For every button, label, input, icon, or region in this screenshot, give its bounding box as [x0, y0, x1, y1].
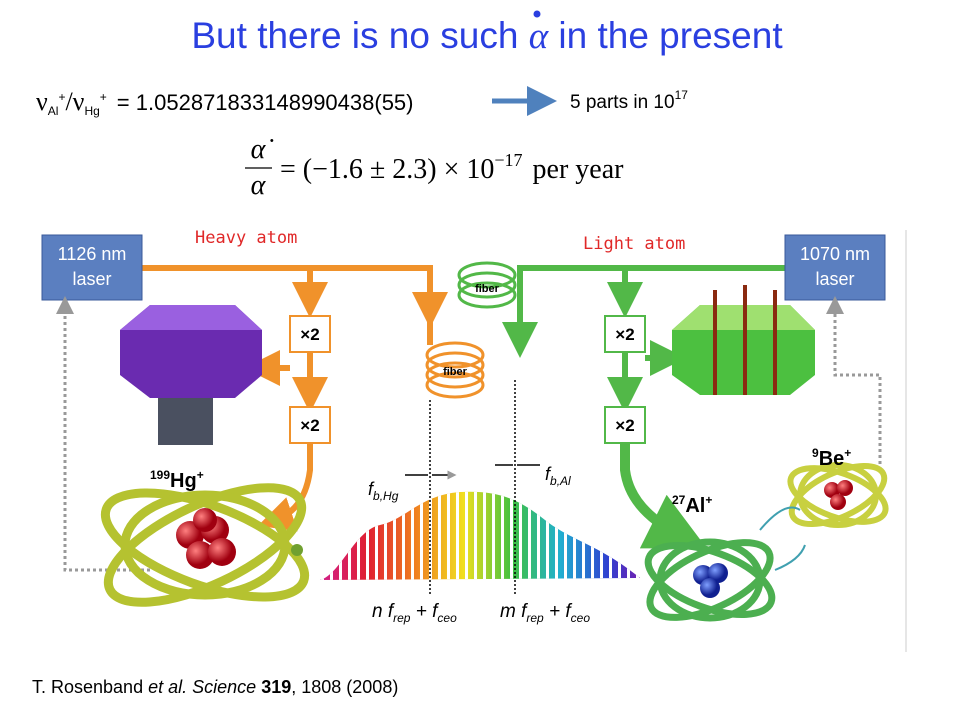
- citation: T. Rosenband et al. Science 319, 1808 (2…: [32, 677, 398, 697]
- heavy-label: Heavy atom: [195, 228, 297, 248]
- symbol: Hg: [170, 470, 197, 492]
- comb-markers: [405, 380, 540, 595]
- fb-hg: fb,Hg: [368, 479, 399, 503]
- comb-n: n frep + fceo: [372, 601, 457, 627]
- term: m f: [500, 601, 528, 622]
- mass: 9: [812, 446, 819, 460]
- al-label: 27Al+: [672, 493, 712, 517]
- f: f: [545, 464, 552, 484]
- charge: +: [705, 493, 712, 507]
- green-beams: [502, 265, 785, 549]
- equation-text: = (−1.6 ± 2.3) × 10: [280, 154, 494, 185]
- title: But there is no such α in the present: [191, 15, 783, 57]
- sub: ceo: [437, 611, 457, 625]
- numerator: α̇: [251, 134, 274, 165]
- mass: 27: [672, 493, 686, 507]
- doubler: [604, 315, 646, 353]
- exponent: 17: [675, 88, 689, 102]
- al-nucleus: [693, 563, 728, 598]
- diagram: fiber fiber 1126 nm laser 1070 nm laser …: [41, 230, 907, 652]
- comb-m: m frep + fceo: [500, 601, 590, 627]
- authors: T. Rosenband: [32, 677, 143, 697]
- orange-beams: [142, 265, 448, 532]
- sub: ceo: [571, 611, 591, 625]
- citation-rest: , 1808 (2008): [291, 677, 398, 697]
- precision-text: 5 parts in 10: [570, 92, 675, 113]
- ratio-value: 1.052871833148990438(55): [136, 90, 414, 115]
- be-atom: [787, 462, 889, 528]
- sub: b,Al: [550, 474, 571, 488]
- laser-label: laser: [815, 269, 854, 289]
- laser-box: [784, 234, 886, 301]
- symbol: Al: [685, 495, 705, 517]
- be-label: 9Be+: [812, 446, 851, 470]
- laser-label: 1126 nm: [58, 244, 127, 264]
- symbol: Be: [819, 448, 845, 470]
- equals: =: [117, 90, 130, 115]
- term: n f: [372, 601, 395, 622]
- fiber-coil: [425, 341, 485, 399]
- ratio: νAl+/νHg+ = 1.052871833148990438(55): [36, 87, 414, 118]
- fiber-label: fiber: [443, 366, 468, 378]
- fb-al: fb,Al: [545, 464, 571, 488]
- hg-trap: [120, 305, 262, 445]
- sup: +: [58, 90, 65, 104]
- al-atom: [644, 538, 776, 622]
- hg-label: 199Hg+: [150, 468, 204, 492]
- sup: +: [100, 90, 107, 104]
- term: + f: [549, 601, 572, 622]
- precision: 5 parts in 1017: [570, 88, 688, 113]
- fiber-coil: [457, 261, 517, 309]
- doubler-label: ×2: [300, 325, 319, 344]
- doubler: [289, 406, 331, 444]
- doubler-label: ×2: [300, 416, 319, 435]
- etal: et al.: [148, 677, 187, 697]
- al-trap: [672, 285, 815, 395]
- title-symbol: α: [529, 16, 550, 57]
- charge: +: [844, 446, 851, 460]
- term: + f: [416, 601, 439, 622]
- f: f: [368, 479, 375, 499]
- unit: per year: [533, 154, 625, 185]
- sub: Hg: [84, 104, 99, 118]
- sub: rep: [526, 611, 544, 625]
- comb-stripes: [320, 491, 640, 580]
- denominator: α: [251, 170, 267, 201]
- doubler-label: ×2: [615, 416, 634, 435]
- coupling: [759, 506, 806, 571]
- sub: Al: [48, 104, 59, 118]
- title-text: But there is no such: [191, 15, 518, 56]
- exponent: −17: [494, 150, 522, 170]
- fiber-label: fiber: [475, 283, 500, 295]
- mass: 199: [150, 468, 170, 482]
- sub: rep: [393, 611, 411, 625]
- equation-body: = (−1.6 ± 2.3) × 10−17 per year: [280, 150, 624, 185]
- light-label: Light atom: [583, 234, 685, 254]
- charge: +: [197, 468, 204, 482]
- be-nucleus: [824, 480, 853, 510]
- electron: [291, 544, 303, 556]
- sub: b,Hg: [373, 489, 399, 503]
- doubler-label: ×2: [615, 325, 634, 344]
- feedback: [56, 296, 882, 572]
- nu: /ν: [65, 87, 84, 116]
- equation: α̇ α = (−1.6 ± 2.3) × 10−17 per year: [245, 134, 624, 201]
- volume: 319: [261, 677, 291, 697]
- doubler: [289, 315, 331, 353]
- nu: ν: [36, 87, 48, 116]
- laser-label: laser: [72, 269, 111, 289]
- title-text: in the present: [558, 15, 783, 56]
- doubler: [604, 406, 646, 444]
- laser-label: 1070 nm: [800, 244, 870, 264]
- dot: [533, 10, 541, 18]
- laser-box: [41, 234, 143, 301]
- hg-atom: [100, 483, 310, 607]
- hg-nucleus: [176, 508, 236, 569]
- journal: Science: [192, 677, 256, 697]
